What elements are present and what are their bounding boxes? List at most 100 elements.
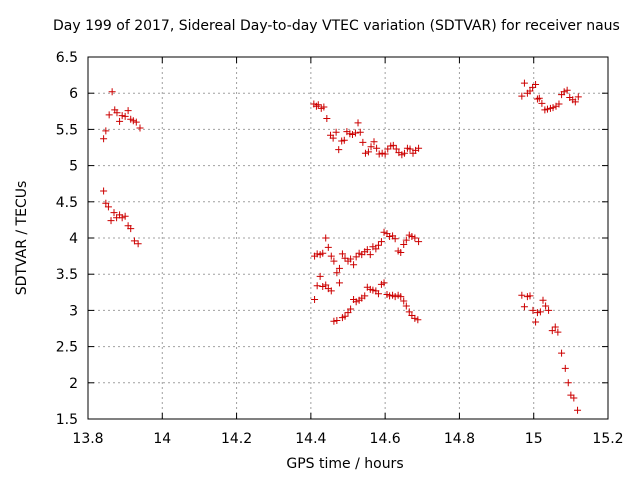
data-point [392, 145, 400, 153]
data-point [558, 349, 566, 357]
data-point [532, 318, 540, 326]
data-point [344, 309, 352, 317]
data-point [330, 317, 338, 325]
data-point [400, 149, 408, 157]
data-point [118, 112, 126, 120]
data-point [341, 254, 349, 262]
y-tick-label: 2.5 [56, 340, 78, 356]
data-point [116, 117, 124, 125]
data-point [327, 287, 335, 295]
data-point [389, 141, 397, 149]
data-point [533, 95, 541, 103]
data-point [118, 214, 126, 222]
data-point [320, 103, 328, 111]
data-point [367, 143, 375, 151]
data-point [335, 146, 343, 154]
y-tick-label: 5 [69, 159, 78, 175]
data-point [574, 406, 582, 414]
data-point [545, 306, 553, 314]
grid [88, 57, 608, 419]
x-tick-label: 14.2 [221, 431, 252, 447]
data-point [130, 237, 138, 245]
data-point [323, 115, 331, 123]
data-point [402, 302, 410, 310]
data-point [411, 234, 419, 242]
data-point [532, 81, 540, 89]
data-point [333, 269, 341, 277]
data-point [415, 238, 423, 246]
data-point [356, 128, 364, 136]
data-point [561, 364, 569, 372]
data-point [347, 305, 355, 313]
data-point [536, 308, 544, 316]
data-point [414, 316, 422, 324]
data-point [327, 252, 335, 260]
data-point [380, 279, 388, 287]
data-point [378, 149, 386, 157]
data-point [364, 148, 372, 156]
data-point [370, 138, 378, 146]
data-point [127, 225, 135, 233]
x-tick-label: 15 [525, 431, 543, 447]
data-point [533, 309, 541, 317]
data-point [400, 297, 408, 305]
data-point [330, 257, 338, 265]
data-point [373, 144, 381, 152]
data-point [351, 129, 359, 137]
data-point [104, 203, 112, 211]
y-tick-label: 4 [69, 231, 78, 247]
data-point [384, 145, 392, 153]
data-point [381, 150, 389, 158]
data-point [100, 135, 108, 143]
data-point [374, 241, 382, 249]
chart-title-text: Day 199 of 2017, Sidereal Day-to-day VTE… [53, 18, 620, 34]
x-tick-label: 13.8 [72, 431, 103, 447]
data-point [335, 279, 343, 287]
data-point [380, 228, 388, 236]
data-point [543, 105, 551, 113]
data-point [332, 128, 340, 136]
data-point [548, 327, 556, 335]
data-point [405, 308, 413, 316]
data-point [105, 111, 113, 119]
data-point [411, 314, 419, 322]
data-point [397, 248, 405, 256]
data-point [542, 302, 550, 310]
data-point [335, 264, 343, 272]
data-point [348, 130, 356, 138]
data-point [402, 236, 410, 244]
data-point [107, 217, 115, 225]
y-tick-labels: 1.5 2 2.5 3 3.5 4 4.5 5 5.5 6 6.5 [56, 50, 78, 428]
data-point [322, 234, 330, 242]
data-point [535, 94, 543, 102]
data-point [408, 233, 416, 241]
data-point [100, 187, 108, 195]
y-tick-label: 4.5 [56, 195, 78, 211]
data-point [366, 251, 374, 259]
data-point [359, 138, 367, 146]
y-tick-label: 3.5 [56, 267, 78, 283]
data-point [415, 144, 423, 152]
data-point [322, 281, 330, 289]
data-point [340, 136, 348, 144]
data-point [319, 283, 327, 291]
data-point [110, 209, 118, 217]
axis-ticks [87, 56, 609, 420]
data-point [329, 134, 337, 142]
data-point [518, 92, 526, 100]
data-point [520, 303, 528, 311]
data-point [539, 296, 547, 304]
data-point [564, 379, 572, 387]
data-point [314, 101, 322, 109]
data-point [372, 245, 380, 253]
data-point [375, 150, 383, 158]
data-point [529, 83, 537, 91]
data-point [363, 246, 371, 254]
data-point [324, 243, 332, 251]
y-tick-label: 2 [69, 376, 78, 392]
data-point [113, 109, 121, 117]
data-point [520, 79, 528, 87]
data-point [311, 296, 319, 304]
data-point [529, 306, 537, 314]
